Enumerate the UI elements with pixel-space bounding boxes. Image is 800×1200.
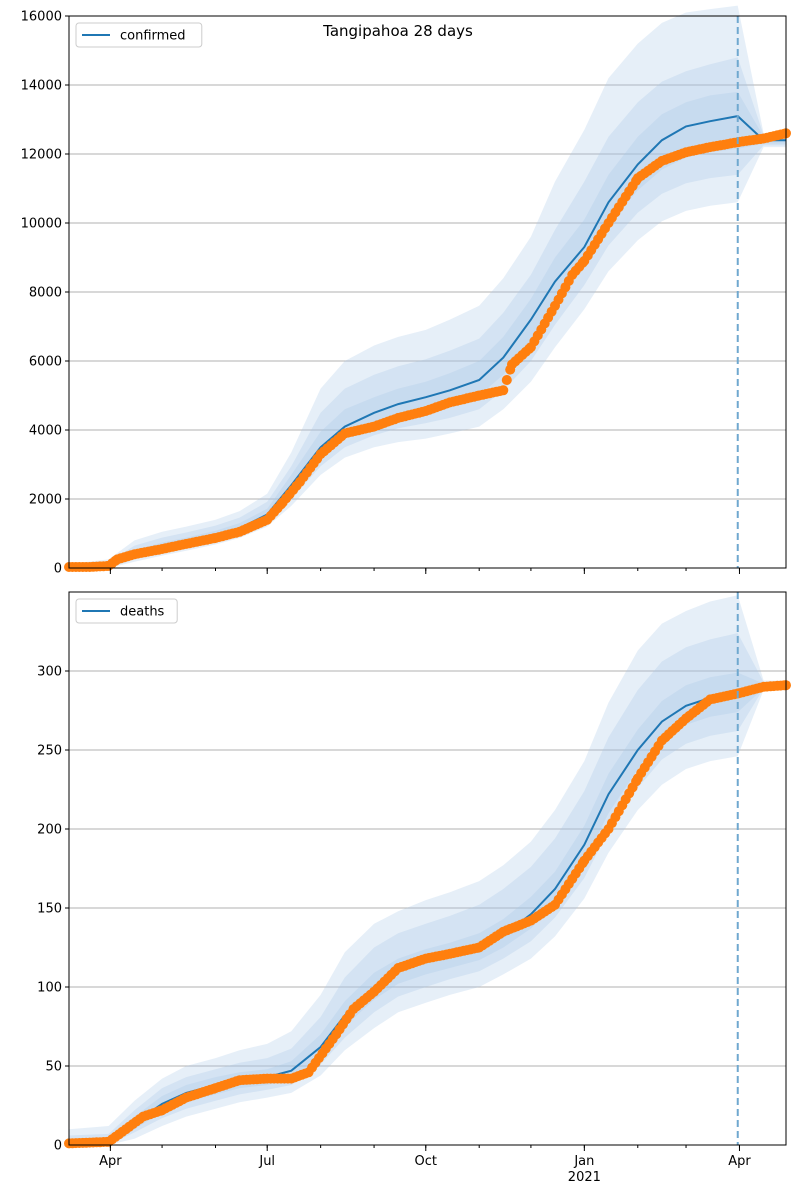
interval-band bbox=[69, 595, 786, 1145]
x-tick-label: Jul bbox=[258, 1154, 275, 1169]
x-tick-label: Apr bbox=[99, 1154, 122, 1169]
y-tick-label: 250 bbox=[37, 744, 62, 759]
y-tick-label: 14000 bbox=[21, 79, 62, 94]
y-tick-label: 16000 bbox=[21, 10, 62, 25]
axes-frame bbox=[68, 15, 787, 569]
y-tick-label: 200 bbox=[37, 823, 62, 838]
y-tick-label: 150 bbox=[37, 902, 62, 917]
y-tick-label: 10000 bbox=[21, 217, 62, 232]
y-tick-label: 4000 bbox=[29, 424, 62, 439]
y-tick-label: 0 bbox=[54, 562, 62, 577]
y-tick-label: 300 bbox=[37, 665, 62, 680]
deaths-panel: 0 50 100 150 200 250 300 Apr Jul Oct Jan Apr 2021 dea… bbox=[37, 591, 791, 1185]
x-tick-label: Oct bbox=[415, 1154, 437, 1169]
y-tick-label: 0 bbox=[54, 1139, 62, 1154]
figure-title: Tangipahoa 28 days bbox=[322, 22, 473, 40]
y-tick-label: 2000 bbox=[29, 493, 62, 508]
axes-frame bbox=[68, 591, 787, 1146]
legend-box bbox=[75, 598, 178, 624]
x-year-label: 2021 bbox=[568, 1170, 601, 1185]
y-tick-label: 50 bbox=[45, 1060, 62, 1075]
interval-band bbox=[69, 672, 786, 1145]
y-tick-label: 12000 bbox=[21, 148, 62, 163]
legend-label: deaths bbox=[120, 605, 165, 620]
interval-band bbox=[69, 57, 786, 569]
interval-band bbox=[69, 5, 786, 569]
observed-point bbox=[501, 375, 512, 385]
x-tick-label: Apr bbox=[728, 1154, 751, 1169]
legend-label: confirmed bbox=[120, 29, 186, 44]
interval-band bbox=[69, 633, 786, 1145]
confirmed-panel: 0 2000 4000 6000 8000 10000 12000 14000 16000 con… bbox=[21, 5, 791, 577]
observed-point bbox=[498, 385, 509, 396]
legend: confirmed bbox=[75, 22, 203, 48]
x-tick-label: Jan bbox=[573, 1154, 594, 1169]
legend-box bbox=[75, 22, 203, 48]
y-tick-label: 100 bbox=[37, 981, 62, 996]
y-tick-label: 8000 bbox=[29, 286, 62, 301]
y-tick-label: 6000 bbox=[29, 355, 62, 370]
legend: deaths bbox=[75, 598, 178, 624]
interval-band bbox=[69, 91, 786, 569]
